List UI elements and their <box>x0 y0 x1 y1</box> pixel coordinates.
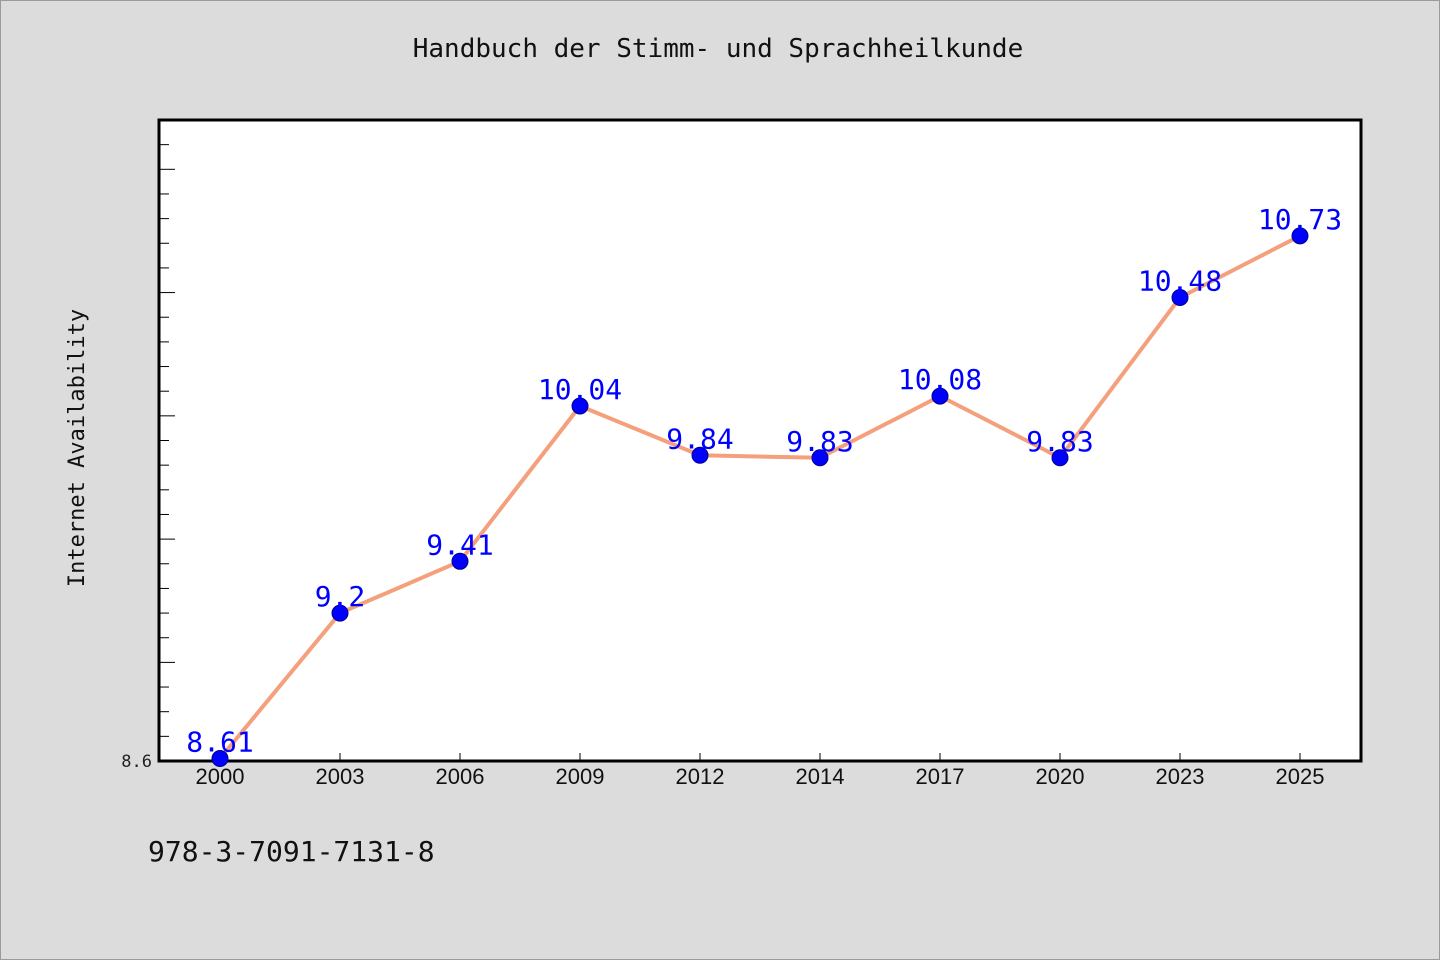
x-tick-label: 2017 <box>916 764 965 789</box>
x-axis-ticks: 2000 2003 2006 2009 2012 2014 2017 2020 2023 2025 <box>196 753 1325 789</box>
x-tick-label: 2009 <box>556 764 605 789</box>
x-tick-label: 2003 <box>316 764 365 789</box>
data-point <box>1171 289 1189 307</box>
x-tick-label: 2006 <box>436 764 485 789</box>
data-point <box>331 604 349 622</box>
plot-area <box>157 118 1363 763</box>
data-point <box>931 387 949 405</box>
data-label: 9.41 <box>426 528 493 561</box>
series-line <box>218 234 1301 760</box>
data-label: 9.2 <box>315 580 366 613</box>
y-axis-ticks <box>159 119 175 762</box>
x-tick-label: 2014 <box>796 764 845 789</box>
data-point <box>811 449 829 467</box>
data-label: 10.73 <box>1258 203 1342 236</box>
data-label: 10.48 <box>1138 265 1222 298</box>
x-tick-label: 2020 <box>1036 764 1085 789</box>
data-point <box>1051 449 1069 467</box>
series-group: 8.61 9.2 9.41 10.04 9.84 9.83 10.08 9.83 10.48 10… <box>186 203 1342 768</box>
data-label: 9.84 <box>666 422 733 455</box>
data-label: 8.61 <box>186 726 253 759</box>
chart-title: Handbuch der Stimm- und Sprachheilkunde <box>412 34 1024 64</box>
y-axis-label: Internet Availability <box>65 309 90 587</box>
x-tick-label: 2025 <box>1276 764 1325 789</box>
data-point <box>1291 227 1309 245</box>
data-point <box>691 446 709 464</box>
data-point <box>211 750 229 768</box>
data-label: 9.83 <box>1026 425 1093 458</box>
data-point <box>571 397 589 415</box>
data-label: 10.04 <box>538 373 622 406</box>
x-tick-label: 2000 <box>196 764 245 789</box>
data-label: 10.08 <box>898 363 982 396</box>
isbn-text: 978-3-7091-7131-8 <box>148 835 435 868</box>
x-tick-label: 2023 <box>1156 764 1205 789</box>
x-tick-label: 2012 <box>676 764 725 789</box>
y-axis-tick-labels: 8.6 <box>121 752 152 772</box>
y-tick-label: 8.6 <box>121 752 152 772</box>
data-label: 9.83 <box>786 425 853 458</box>
data-point <box>451 552 469 570</box>
